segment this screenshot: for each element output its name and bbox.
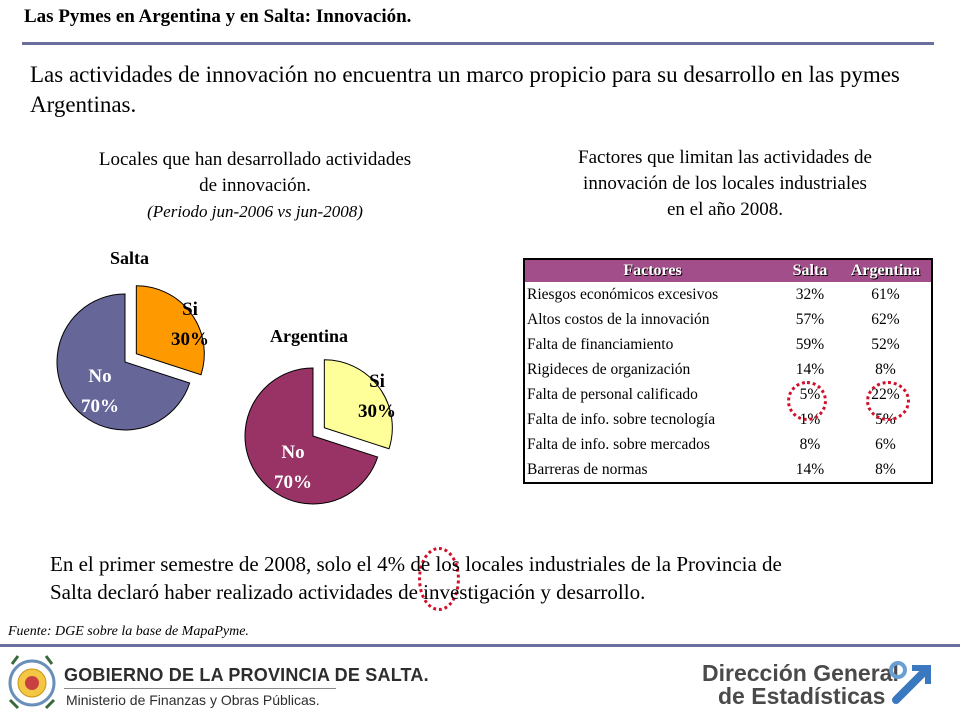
conclusion-text: En el primer semestre de 2008, solo el 4… xyxy=(50,550,930,606)
footer-divider xyxy=(0,644,960,647)
dge-logo-icon xyxy=(889,661,931,704)
pie-slice-si xyxy=(135,285,205,376)
table-row: Riesgos económicos excesivos 32% 61% xyxy=(524,282,932,307)
highlight-circle-4pct xyxy=(418,547,460,611)
pie-value-si: 30% xyxy=(358,401,396,422)
table-cell: 61% xyxy=(871,285,900,303)
conclusion-line2: Salta declaró haber realizado actividade… xyxy=(50,580,646,604)
table-cell: 14% xyxy=(795,460,825,478)
table-cell: Falta de info. sobre mercados xyxy=(527,435,710,453)
pie-chart-salta: Salta Si 30% No 70% xyxy=(56,248,209,431)
pie-slice-no xyxy=(244,367,379,505)
table-cell: Falta de financiamiento xyxy=(527,335,674,353)
pie-slice-si xyxy=(323,359,393,450)
table-header-row: Factores Salta Argentina xyxy=(524,259,932,282)
table-cell: 14% xyxy=(795,360,825,378)
pie-label-si: Si xyxy=(369,371,385,392)
table-header-factores: Factores xyxy=(524,259,780,282)
headline: Las actividades de innovación no encuent… xyxy=(30,62,900,117)
table-cell: 32% xyxy=(795,285,825,303)
dge-name-line1: Dirección General xyxy=(702,660,899,686)
table-section-title-line3: en el año 2008. xyxy=(666,199,784,220)
pie-charts: Salta Si 30% No 70% Argentina Si 30% No 70% xyxy=(56,248,396,505)
pie-title-argentina: Argentina xyxy=(270,326,348,346)
ministry-name: Ministerio de Finanzas y Obras Públicas. xyxy=(66,692,320,708)
page-title: Las Pymes en Argentina y en Salta: Innov… xyxy=(24,6,412,27)
pie-chart-argentina: Argentina Si 30% No 70% xyxy=(244,326,396,505)
pie-value-si: 30% xyxy=(171,329,209,350)
pie-value-no: 70% xyxy=(81,396,119,417)
highlight-circle-salta xyxy=(787,381,827,421)
table-cell: Falta de info. sobre tecnología xyxy=(527,410,716,428)
pie-label-si: Si xyxy=(182,299,198,320)
pie-section-title-line1: Locales que han desarrollado actividades xyxy=(98,149,412,170)
pie-slice-no xyxy=(56,293,191,431)
table-row: Falta de financiamiento 59% 52% xyxy=(524,332,932,357)
table-section-title: Factores que limitan las actividades de … xyxy=(505,145,945,223)
pie-section-subtitle: (Periodo jun-2006 vs jun-2008) xyxy=(147,202,363,221)
table-header-argentina: Argentina xyxy=(840,259,932,282)
pie-section-title-line2: de innovación. xyxy=(199,175,311,196)
conclusion-line1: En el primer semestre de 2008, solo el 4… xyxy=(50,552,782,576)
table-cell: 8% xyxy=(875,360,896,378)
table-cell: 62% xyxy=(871,310,900,328)
pie-label-no: No xyxy=(88,366,111,387)
table-cell: Barreras de normas xyxy=(527,460,648,478)
source-note: Fuente: DGE sobre la base de MapaPyme. xyxy=(8,624,249,639)
table-row: Barreras de normas 14% 8% xyxy=(524,457,932,483)
pie-value-no: 70% xyxy=(274,472,312,493)
pie-section-title: Locales que han desarrollado actividades… xyxy=(30,147,480,199)
table-row: Rigideces de organización 14% 8% xyxy=(524,357,932,382)
header-divider xyxy=(22,42,934,45)
pie-title-salta: Salta xyxy=(110,248,149,268)
table-section-title-line1: Factores que limitan las actividades de xyxy=(578,147,872,168)
table-cell: Rigideces de organización xyxy=(527,360,691,378)
table-cell: 52% xyxy=(871,335,900,353)
table-row: Falta de info. sobre mercados 8% 6% xyxy=(524,432,932,457)
factors-table: Factores Salta Argentina Riesgos económi… xyxy=(523,258,933,484)
table-cell: Altos costos de la innovación xyxy=(527,310,710,328)
table-cell: 8% xyxy=(875,460,896,478)
province-shield-icon xyxy=(8,655,56,710)
table-cell: Falta de personal calificado xyxy=(527,385,698,403)
table-cell: 59% xyxy=(795,335,825,353)
pie-label-no: No xyxy=(281,442,304,463)
dge-name-line2: de Estadísticas xyxy=(718,683,886,709)
government-divider xyxy=(64,688,336,689)
table-section-title-line2: innovación de los locales industriales xyxy=(583,173,867,194)
table-row: Altos costos de la innovación 57% 62% xyxy=(524,307,932,332)
government-name: GOBIERNO DE LA PROVINCIA DE SALTA. xyxy=(64,665,429,685)
table-header-salta: Salta xyxy=(780,259,840,282)
table-cell: 57% xyxy=(795,310,825,328)
table-cell: Riesgos económicos excesivos xyxy=(527,285,719,303)
highlight-circle-argentina xyxy=(866,381,910,421)
table-cell: 6% xyxy=(875,435,896,453)
table-cell: 8% xyxy=(799,435,821,453)
